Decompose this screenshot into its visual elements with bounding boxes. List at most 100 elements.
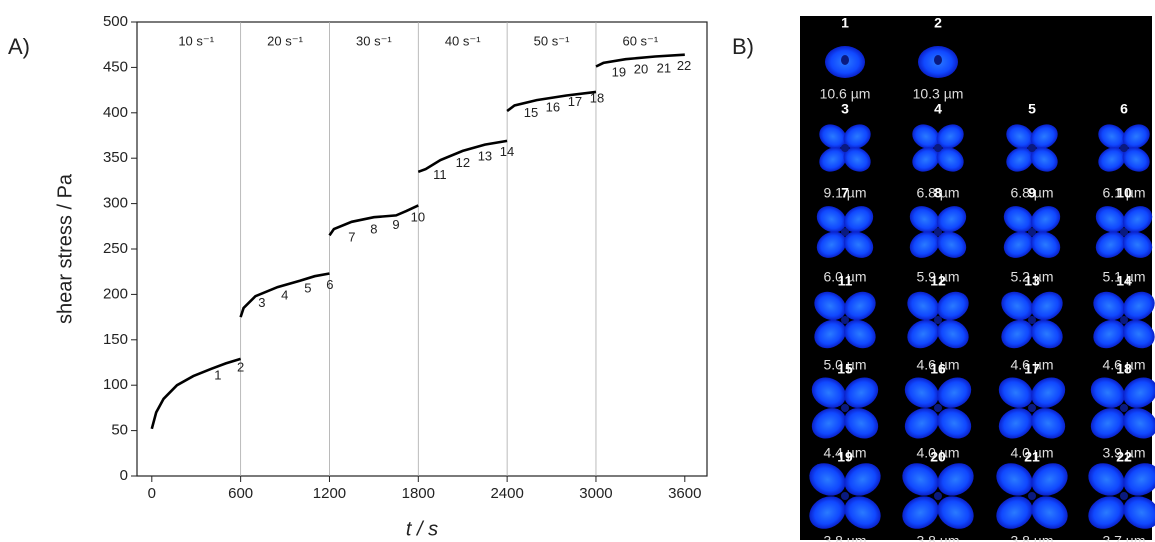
cell-image: [1088, 463, 1155, 529]
cell-number: 10: [1116, 185, 1132, 201]
y-tick-label: 150: [103, 331, 128, 348]
cell-core: [841, 228, 849, 236]
cell-number: 15: [837, 361, 853, 377]
cell-core: [934, 55, 942, 65]
cell-size: 4.0 µm: [916, 445, 959, 461]
x-tick-label: 600: [228, 485, 253, 502]
cell-lobe: [936, 124, 964, 149]
data-line: [150, 53, 685, 430]
cell-lobe: [902, 463, 939, 496]
y-tick-label: 300: [103, 195, 128, 212]
annotation: 5: [304, 280, 311, 295]
cell-core: [841, 492, 849, 500]
cell-lobe: [844, 377, 879, 408]
cell-image: [998, 377, 1066, 439]
cell-image: [816, 206, 874, 258]
cell-size: 6.8 µm: [1010, 185, 1053, 201]
cell-lobe: [1031, 408, 1066, 439]
annotation: 3: [258, 295, 265, 310]
cell-lobe: [1090, 408, 1125, 439]
cell-lobe: [814, 319, 846, 349]
cell-lobe: [936, 231, 967, 258]
cell-lobe: [844, 463, 881, 496]
cell-number: 20: [930, 449, 946, 465]
cell-lobe: [1093, 319, 1125, 349]
cell-core: [1028, 492, 1036, 500]
annotation: 14: [500, 144, 514, 159]
cell-lobe: [1123, 291, 1155, 321]
cell-number: 3: [841, 101, 849, 117]
cell-image: [1098, 124, 1150, 172]
cell-lobe: [937, 408, 972, 439]
region-label: 50 s⁻¹: [534, 33, 570, 48]
cell-lobe: [1095, 206, 1126, 233]
cell-size: 5.9 µm: [916, 269, 959, 285]
cell-lobe: [809, 496, 846, 529]
cell-core: [934, 228, 942, 236]
cell-lobe: [936, 147, 964, 172]
cell-size: 10.6 µm: [820, 86, 871, 102]
cell-core: [1120, 492, 1128, 500]
cell-number: 16: [930, 361, 946, 377]
cell-lobe: [844, 319, 876, 349]
annotation: 22: [677, 58, 691, 73]
cell-lobe: [843, 124, 871, 149]
cell-number: 19: [837, 449, 853, 465]
cell-image: [902, 463, 974, 529]
cell-lobe: [1122, 231, 1153, 258]
y-tick-label: 400: [103, 104, 128, 121]
cell-size: 3.9 µm: [1102, 445, 1145, 461]
image-panel: [800, 16, 1152, 540]
annotation: 12: [456, 155, 470, 170]
plot-frame: [136, 21, 708, 477]
cell-lobe: [937, 463, 974, 496]
cell-core: [1028, 144, 1036, 152]
cell-lobe: [844, 496, 881, 529]
cell-lobe: [937, 377, 972, 408]
cell-core: [841, 144, 849, 152]
cell-size: 4.4 µm: [823, 445, 866, 461]
cell-image: [996, 463, 1068, 529]
cell-size: 9.1 µm: [823, 185, 866, 201]
cell-image: [819, 124, 871, 172]
cell-lobe: [1090, 377, 1125, 408]
cell-lobe: [996, 496, 1033, 529]
y-tick-label: 0: [120, 467, 128, 484]
cell-core: [934, 144, 942, 152]
cell-core: [1120, 144, 1128, 152]
annotation: 4: [281, 288, 288, 303]
annotation: 2: [237, 359, 244, 374]
cell-core: [1028, 316, 1036, 324]
cell-core: [1028, 228, 1036, 236]
cell-lobe: [912, 147, 940, 172]
cell-number: 6: [1120, 101, 1128, 117]
cell-lobe: [1122, 147, 1150, 172]
y-tick-label: 450: [103, 58, 128, 75]
annotation: 7: [348, 230, 355, 245]
panel-label: B): [732, 34, 754, 59]
cell-lobe: [998, 377, 1033, 408]
cell-core: [1120, 404, 1128, 412]
cell-image: [907, 291, 969, 349]
cell-number: 9: [1028, 185, 1036, 201]
cell-lobe: [809, 463, 846, 496]
cell-number: 12: [930, 273, 946, 289]
cell-lobe: [1031, 291, 1063, 321]
cell-number: 22: [1116, 449, 1132, 465]
cell-lobe: [1123, 463, 1155, 496]
annotation: 18: [590, 91, 604, 106]
cell-lobe: [1098, 124, 1126, 149]
cell-lobe: [936, 206, 967, 233]
cell-number: 21: [1024, 449, 1040, 465]
cell-lobe: [937, 496, 974, 529]
y-tick-label: 50: [111, 422, 128, 439]
cell-image: [912, 124, 964, 172]
region-label: 10 s⁻¹: [178, 33, 214, 48]
annotation: 20: [634, 62, 648, 77]
cell-lobe: [1006, 147, 1034, 172]
cell-number: 17: [1024, 361, 1040, 377]
y-axis-label: shear stress / Pa: [54, 173, 76, 324]
cell-lobe: [909, 206, 940, 233]
cell-lobe: [998, 408, 1033, 439]
